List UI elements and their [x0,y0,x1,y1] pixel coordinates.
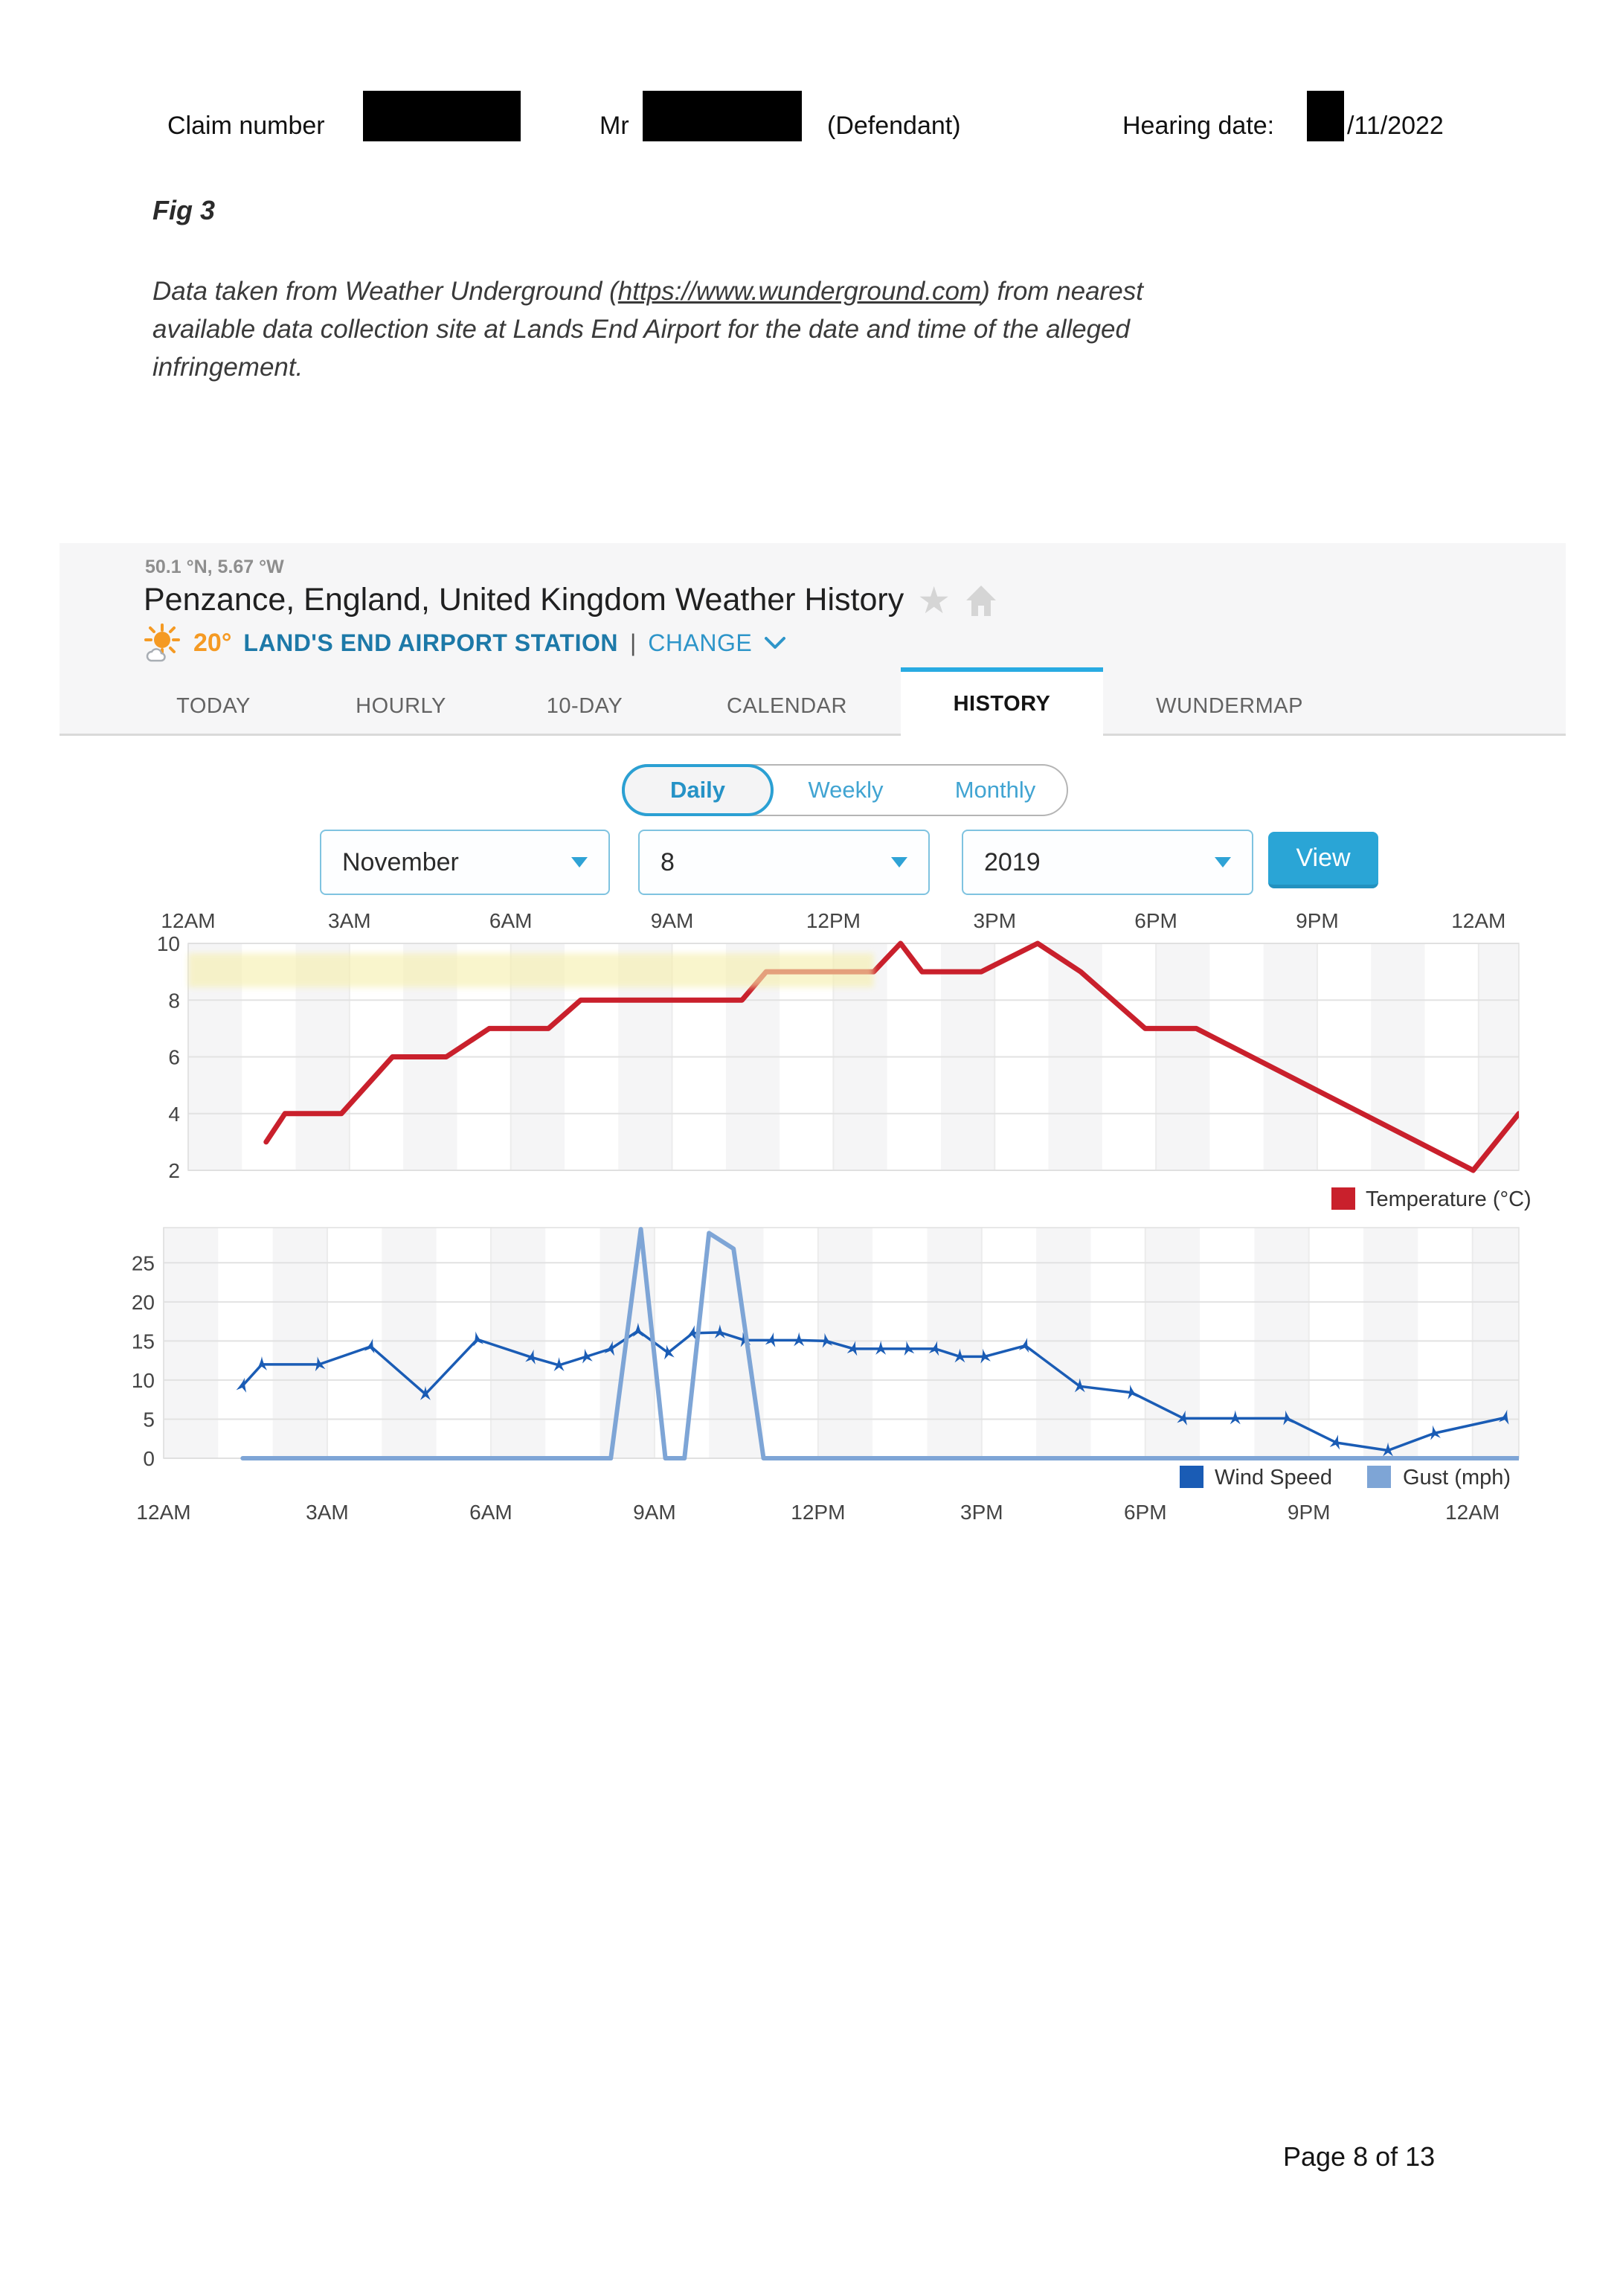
period-option-daily[interactable]: Daily [622,764,774,816]
svg-text:6AM: 6AM [489,909,533,932]
tab-today[interactable]: TODAY [176,694,251,718]
location-title: Penzance, England, United Kingdom Weathe… [144,582,904,618]
svg-text:6PM: 6PM [1124,1501,1167,1524]
svg-text:3PM: 3PM [973,909,1016,932]
widget-header [60,543,1566,734]
svg-text:9AM: 9AM [651,909,694,932]
caption-text-4: infringement. [152,353,303,382]
period-daily-label: Daily [669,777,726,803]
tab-history[interactable]: HISTORY [901,667,1103,737]
day-select[interactable]: 8 [638,830,930,895]
tab-10-day[interactable]: 10-DAY [546,694,623,718]
current-temperature: 20° [193,628,232,657]
svg-text:6: 6 [168,1046,180,1069]
redaction-box-defendant-name [643,91,802,141]
svg-text:4: 4 [168,1103,180,1126]
page-title: Penzance, England, United Kingdom Weathe… [144,579,998,621]
figure-caption: Data taken from Weather Underground (htt… [152,272,1143,386]
chevron-down-icon[interactable] [764,636,786,650]
sun-icon [143,623,181,662]
svg-text:5: 5 [143,1408,155,1431]
period-option-monthly[interactable]: Monthly [954,777,1036,803]
wind-gust-chart: 12AM 3AM 6AM 9AM 12PM 3PM 6PM 9PM 12AM 0 5 10 15 20 25… [60,1220,1569,1536]
svg-text:12PM: 12PM [791,1501,845,1524]
year-select-caret-icon [1215,857,1231,868]
svg-text:6AM: 6AM [469,1501,512,1524]
redaction-box-claim-number [363,91,521,141]
period-toggle: Daily Weekly Monthly [622,764,1068,816]
station-separator: | [629,629,637,656]
caption-text-2: ) from nearest [981,277,1143,306]
chart-svg: 12AM 3AM 6AM 9AM 12PM 3PM 6PM 9PM 12AM 0 5 10 15 20 25… [132,1227,1520,1524]
wunderground-link[interactable]: https://www.wunderground.com [617,277,982,306]
change-station-link[interactable]: CHANGE [648,629,753,656]
svg-text:3AM: 3AM [328,909,371,932]
svg-text:Temperature (°C): Temperature (°C) [1366,1187,1532,1211]
tab-history-label: HISTORY [953,692,1051,716]
svg-text:9PM: 9PM [1288,1501,1331,1524]
year-select[interactable]: 2019 [962,830,1253,895]
svg-text:9PM: 9PM [1296,909,1339,932]
defendant-label: (Defendant) [827,112,961,140]
chart-svg: 12AM 3AM 6AM 9AM 12PM 3PM 6PM 9PM 12AM 2 4 6 8 10 Temp… [157,909,1532,1211]
day-select-caret-icon [891,857,907,868]
svg-text:25: 25 [132,1251,155,1274]
svg-text:10: 10 [157,932,180,955]
svg-text:3AM: 3AM [306,1501,349,1524]
redaction-box-hearing-day [1307,91,1344,141]
svg-text:20: 20 [132,1291,155,1314]
temperature-chart: 12AM 3AM 6AM 9AM 12PM 3PM 6PM 9PM 12AM 2 4 6 8 10 Temp… [60,897,1569,1220]
year-select-value: 2019 [984,847,1041,876]
figure-label: Fig 3 [152,195,216,225]
svg-text:9AM: 9AM [633,1501,676,1524]
month-select-caret-icon [571,857,588,868]
svg-text:12AM: 12AM [136,1501,190,1524]
svg-text:Wind Speed: Wind Speed [1215,1466,1332,1489]
tab-wundermap[interactable]: WUNDERMAP [1156,694,1303,718]
svg-text:12AM: 12AM [161,909,215,932]
defendant-title-label: Mr [600,112,629,140]
svg-text:10: 10 [132,1369,155,1392]
tab-calendar[interactable]: CALENDAR [727,694,847,718]
hearing-date-label: Hearing date: [1122,112,1275,140]
period-option-weekly[interactable]: Weekly [808,777,884,803]
page-number: Page 8 of 13 [1283,2141,1436,2172]
month-select[interactable]: November [320,830,610,895]
svg-text:6PM: 6PM [1134,909,1177,932]
caption-text-3: available data collection site at Lands … [152,315,1130,344]
svg-text:15: 15 [132,1330,155,1353]
svg-text:3PM: 3PM [960,1501,1003,1524]
home-icon[interactable] [964,583,998,618]
station-name-link[interactable]: LAND'S END AIRPORT STATION [243,629,618,656]
svg-text:12AM: 12AM [1445,1501,1500,1524]
view-button-label: View [1296,844,1351,872]
claim-number-label: Claim number [167,112,325,140]
svg-text:Gust (mph): Gust (mph) [1403,1466,1511,1489]
svg-text:8: 8 [168,989,180,1012]
tabbar-divider [60,734,1566,736]
day-select-value: 8 [661,847,675,876]
hearing-date-value: /11/2022 [1347,112,1444,140]
svg-text:12AM: 12AM [1451,909,1505,932]
svg-text:2: 2 [168,1159,180,1182]
tab-hourly[interactable]: HOURLY [356,694,446,718]
svg-text:0: 0 [143,1447,155,1470]
caption-text-1: Data taken from Weather Underground ( [152,277,618,306]
svg-text:12PM: 12PM [806,909,861,932]
station-coordinates: 50.1 °N, 5.67 °W [145,557,284,577]
station-row: 20° LAND'S END AIRPORT STATION | CHANGE [143,623,786,662]
month-select-value: November [342,847,459,876]
favorite-star-icon[interactable]: ★ [917,579,951,621]
view-button[interactable]: View [1268,832,1378,888]
